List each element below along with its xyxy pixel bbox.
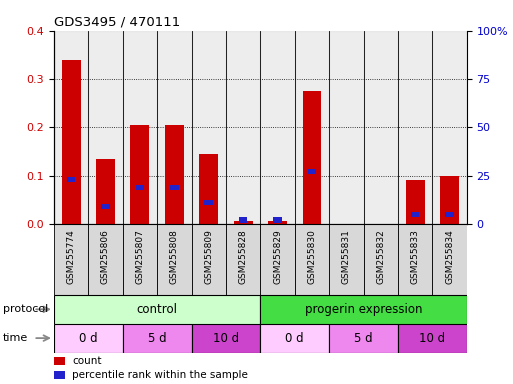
Text: 0 d: 0 d: [79, 332, 97, 344]
Bar: [329, 31, 364, 224]
Bar: [261, 295, 467, 324]
Bar: [54, 371, 66, 379]
Bar: [398, 324, 467, 353]
Bar: [445, 212, 454, 217]
Bar: [440, 175, 459, 224]
Text: GSM255829: GSM255829: [273, 230, 282, 284]
Bar: [135, 185, 144, 190]
Text: 5 d: 5 d: [148, 332, 166, 344]
Text: progerin expression: progerin expression: [305, 303, 422, 316]
Bar: [88, 224, 123, 295]
Bar: [157, 31, 191, 224]
Bar: [398, 224, 432, 295]
Bar: [406, 180, 425, 224]
Bar: [67, 177, 75, 182]
Bar: [191, 324, 260, 353]
Text: GSM255806: GSM255806: [101, 230, 110, 285]
Bar: [54, 224, 88, 295]
Bar: [165, 125, 184, 224]
Text: GSM255809: GSM255809: [204, 230, 213, 285]
Bar: [157, 224, 191, 295]
Bar: [260, 224, 295, 295]
Bar: [123, 224, 157, 295]
Text: GSM255808: GSM255808: [170, 230, 179, 285]
Bar: [170, 185, 179, 190]
Bar: [199, 154, 218, 224]
Bar: [130, 125, 149, 224]
Bar: [411, 212, 420, 217]
Bar: [295, 224, 329, 295]
Text: GSM255832: GSM255832: [377, 230, 385, 284]
Bar: [54, 324, 123, 353]
Text: GSM255828: GSM255828: [239, 230, 248, 284]
Bar: [54, 295, 261, 324]
Bar: [101, 204, 110, 209]
Bar: [205, 200, 213, 205]
Text: 10 d: 10 d: [419, 332, 445, 344]
Bar: [308, 169, 316, 174]
Bar: [260, 31, 295, 224]
Bar: [191, 224, 226, 295]
Bar: [364, 31, 398, 224]
Bar: [88, 31, 123, 224]
Text: 10 d: 10 d: [213, 332, 239, 344]
Bar: [303, 91, 322, 224]
Bar: [329, 324, 398, 353]
Bar: [239, 217, 247, 223]
Bar: [234, 222, 252, 224]
Text: count: count: [72, 356, 102, 366]
Text: GSM255834: GSM255834: [445, 230, 454, 284]
Text: control: control: [136, 303, 177, 316]
Bar: [96, 159, 115, 224]
Text: protocol: protocol: [3, 304, 48, 314]
Bar: [226, 224, 260, 295]
Bar: [123, 324, 191, 353]
Bar: [226, 31, 260, 224]
Bar: [273, 217, 282, 223]
Text: GSM255831: GSM255831: [342, 230, 351, 285]
Bar: [295, 31, 329, 224]
Text: GSM255807: GSM255807: [135, 230, 144, 285]
Text: time: time: [3, 333, 28, 343]
Bar: [398, 31, 432, 224]
Text: GDS3495 / 470111: GDS3495 / 470111: [54, 15, 180, 28]
Bar: [432, 31, 467, 224]
Bar: [329, 224, 364, 295]
Text: 5 d: 5 d: [354, 332, 373, 344]
Bar: [261, 324, 329, 353]
Text: GSM255833: GSM255833: [411, 230, 420, 285]
Text: 0 d: 0 d: [285, 332, 304, 344]
Bar: [54, 31, 88, 224]
Bar: [191, 31, 226, 224]
Bar: [54, 357, 66, 366]
Text: GSM255774: GSM255774: [67, 230, 75, 284]
Bar: [123, 31, 157, 224]
Text: GSM255830: GSM255830: [307, 230, 317, 285]
Bar: [364, 224, 398, 295]
Text: percentile rank within the sample: percentile rank within the sample: [72, 370, 248, 380]
Bar: [432, 224, 467, 295]
Bar: [268, 222, 287, 224]
Bar: [62, 60, 81, 224]
